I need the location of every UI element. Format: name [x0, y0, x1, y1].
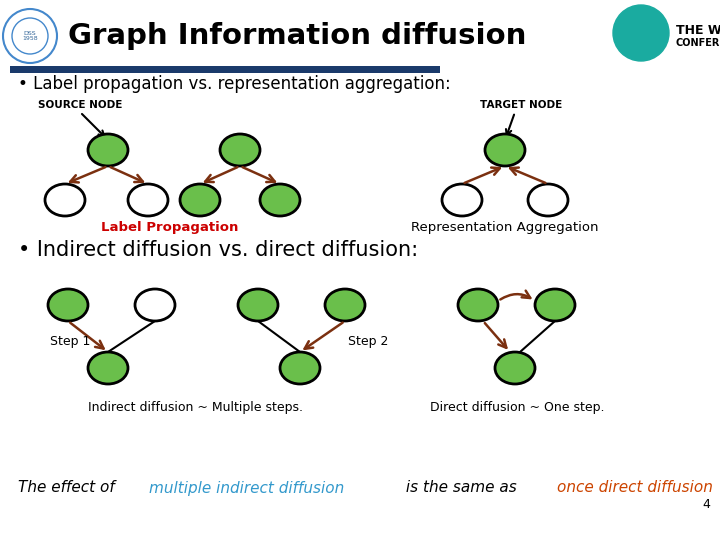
- Text: is the same as: is the same as: [401, 481, 522, 496]
- Ellipse shape: [325, 289, 365, 321]
- Ellipse shape: [485, 134, 525, 166]
- Ellipse shape: [135, 289, 175, 321]
- Text: multiple indirect diffusion: multiple indirect diffusion: [149, 481, 344, 496]
- Circle shape: [3, 9, 57, 63]
- Circle shape: [613, 5, 669, 61]
- Ellipse shape: [528, 184, 568, 216]
- Text: THE WEB: THE WEB: [676, 24, 720, 37]
- Text: • Label propagation vs. representation aggregation:: • Label propagation vs. representation a…: [18, 75, 451, 93]
- Bar: [0, 0, 720, 68]
- Text: Graph Information diffusion: Graph Information diffusion: [68, 22, 526, 50]
- Ellipse shape: [280, 352, 320, 384]
- Ellipse shape: [128, 184, 168, 216]
- Text: TARGET NODE: TARGET NODE: [480, 100, 562, 110]
- Text: Step 1: Step 1: [50, 335, 91, 348]
- Text: 4: 4: [702, 498, 710, 511]
- Text: The effect of: The effect of: [18, 481, 120, 496]
- Ellipse shape: [238, 289, 278, 321]
- Text: Label Propagation: Label Propagation: [102, 221, 239, 234]
- Ellipse shape: [220, 134, 260, 166]
- Ellipse shape: [458, 289, 498, 321]
- Text: • Indirect diffusion vs. direct diffusion:: • Indirect diffusion vs. direct diffusio…: [18, 240, 418, 260]
- Ellipse shape: [535, 289, 575, 321]
- Circle shape: [12, 18, 48, 54]
- Text: Direct diffusion ~ One step.: Direct diffusion ~ One step.: [430, 402, 604, 415]
- Bar: [10, 66, 440, 73]
- Text: CONFERENCE: CONFERENCE: [676, 38, 720, 48]
- Text: Indirect diffusion ~ Multiple steps.: Indirect diffusion ~ Multiple steps.: [88, 402, 302, 415]
- Text: DSS
1958: DSS 1958: [22, 31, 38, 42]
- Ellipse shape: [495, 352, 535, 384]
- Ellipse shape: [442, 184, 482, 216]
- Ellipse shape: [260, 184, 300, 216]
- Text: SOURCE NODE: SOURCE NODE: [38, 100, 122, 110]
- Text: Representation Aggregation: Representation Aggregation: [411, 221, 599, 234]
- Text: Step 2: Step 2: [348, 335, 388, 348]
- Ellipse shape: [180, 184, 220, 216]
- Ellipse shape: [88, 352, 128, 384]
- Ellipse shape: [88, 134, 128, 166]
- Ellipse shape: [48, 289, 88, 321]
- Ellipse shape: [45, 184, 85, 216]
- Text: once direct diffusion: once direct diffusion: [557, 481, 713, 496]
